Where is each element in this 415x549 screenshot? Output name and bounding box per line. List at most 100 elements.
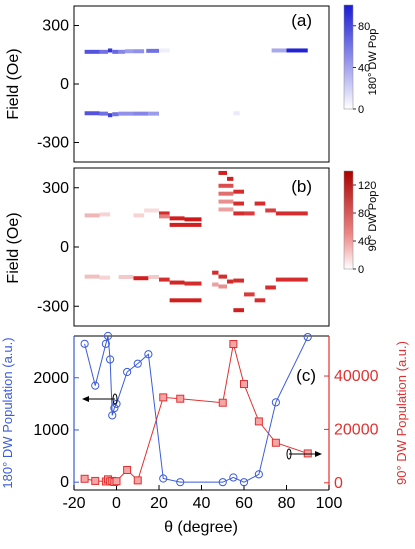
- series-point-circle: [229, 473, 238, 482]
- series-point-square: [133, 476, 142, 485]
- panel-b-heatmap: [84, 170, 308, 313]
- series-point-circle: [144, 350, 153, 359]
- series-point-square: [240, 380, 248, 389]
- x-tick-label: 80: [278, 495, 296, 512]
- heatmap-cell: [148, 275, 159, 280]
- heatmap-cell: [159, 277, 170, 282]
- panel-b-ylabel: Field (Oe): [5, 212, 22, 283]
- series-point-circle: [101, 339, 110, 348]
- y-tick-label: 0: [60, 239, 69, 256]
- panel-b: 300 0 -300 (b) 120 80 40 0 90° DW Pop: [37, 167, 379, 327]
- heatmap-cell: [84, 111, 100, 116]
- panel-a-heatmap: [84, 48, 308, 118]
- heatmap-cell: [99, 111, 108, 116]
- heatmap-cell: [99, 49, 108, 54]
- left-axis-arrow: [82, 393, 118, 405]
- heatmap-cell: [233, 189, 244, 194]
- panel-a: 300 0 -300 (a) 80 40 0 180° DW Pop: [37, 4, 379, 163]
- heatmap-cell: [233, 211, 244, 216]
- series-point-square: [112, 477, 121, 486]
- panel-c-ylabel-right: 90° DW Population (a.u.): [394, 341, 409, 485]
- x-tick-label: 0: [112, 495, 121, 512]
- heatmap-cell: [265, 285, 276, 290]
- heatmap-cell: [286, 48, 308, 53]
- heatmap-cell: [133, 213, 145, 218]
- series-point-circle: [176, 478, 185, 487]
- right-y-tick-label: 0: [334, 475, 343, 492]
- heatmap-cell: [148, 111, 159, 116]
- left-y-tick-label: 0: [60, 474, 69, 491]
- series-point-square: [80, 474, 89, 483]
- x-tick-label: 100: [316, 495, 343, 512]
- series-point-circle: [218, 478, 227, 487]
- series-point-circle: [103, 331, 113, 341]
- panel-c-x-axis: -20 0 20 40 60 80 100: [62, 485, 342, 512]
- heatmap-cell: [184, 281, 202, 286]
- series-point-square: [91, 476, 100, 485]
- panel-c-right-ticks: 0 20000 40000: [324, 368, 379, 492]
- panel-a-colorbar-label: 180° DW Pop: [367, 29, 379, 96]
- heatmap-cell: [133, 111, 149, 116]
- y-tick-label: -300: [37, 298, 69, 315]
- y-tick-label: 0: [60, 76, 69, 93]
- heatmap-cell: [118, 49, 125, 54]
- heatmap-cell: [233, 201, 244, 206]
- heatmap-cell: [159, 214, 170, 219]
- heatmap-cell: [212, 282, 219, 287]
- left-y-tick-label: 1000: [33, 422, 69, 439]
- x-tick-label: 40: [193, 495, 211, 512]
- heatmap-cell: [169, 298, 202, 303]
- panel-b-colorbar: [343, 170, 354, 270]
- heatmap-cell: [254, 201, 266, 206]
- panel-a-colorbar-ticks: 80 40 0: [353, 21, 370, 116]
- heatmap-cell: [84, 213, 100, 218]
- heatmap-cell: [244, 292, 255, 297]
- panel-a-y-axis: 300 0 -300: [37, 18, 79, 152]
- right-y-tick-label: 20000: [334, 421, 379, 438]
- heatmap-cell: [169, 222, 202, 227]
- series-point-square: [176, 394, 185, 403]
- series-point-circle: [239, 478, 249, 487]
- heatmap-cell: [218, 183, 234, 188]
- panel-c-series: [80, 331, 312, 487]
- panel-b-y-axis: 300 0 -300: [37, 180, 79, 315]
- heatmap-cell: [99, 275, 111, 280]
- heatmap-cell: [84, 49, 100, 54]
- heatmap-cell: [159, 48, 170, 53]
- heatmap-cell: [233, 278, 244, 283]
- colorbar-tick-label: 80: [358, 208, 370, 220]
- heatmap-cell: [146, 48, 159, 53]
- heatmap-cell: [218, 274, 227, 279]
- heatmap-cell: [218, 191, 234, 196]
- y-tick-label: -300: [37, 135, 69, 152]
- heatmap-cell: [218, 207, 234, 212]
- series-point-circle: [271, 398, 280, 407]
- heatmap-cell: [227, 279, 234, 284]
- series-point-circle: [303, 332, 312, 342]
- heatmap-cell: [233, 111, 240, 116]
- heatmap-cell: [159, 211, 170, 216]
- heatmap-cell: [108, 48, 113, 53]
- right-y-tick-label: 40000: [334, 368, 379, 385]
- panel-a-label: (a): [291, 11, 312, 30]
- heatmap-cell: [227, 176, 234, 181]
- heatmap-cell: [144, 208, 159, 213]
- colorbar-tick-label: 40: [358, 236, 370, 248]
- panel-a-ylabel: Field (Oe): [5, 48, 22, 119]
- x-tick-label: 20: [150, 495, 168, 512]
- y-tick-label: 300: [42, 18, 69, 35]
- heatmap-cell: [271, 48, 287, 53]
- series-point-circle: [254, 470, 263, 479]
- series-point-circle: [80, 339, 89, 348]
- panel-c: -20 0 20 40 60 80 100 0 1000 2000 0 20000 40000 (c…: [0, 331, 409, 536]
- panel-b-label: (b): [291, 177, 312, 196]
- panel-a-colorbar: [343, 4, 354, 110]
- series-point-circle: [108, 411, 117, 420]
- series-point-circle: [133, 359, 142, 368]
- heatmap-cell: [275, 211, 308, 216]
- left-series-line: [84, 335, 309, 483]
- series-point-square: [218, 398, 227, 407]
- x-tick-label: 60: [235, 495, 253, 512]
- series-point-circle: [110, 403, 119, 413]
